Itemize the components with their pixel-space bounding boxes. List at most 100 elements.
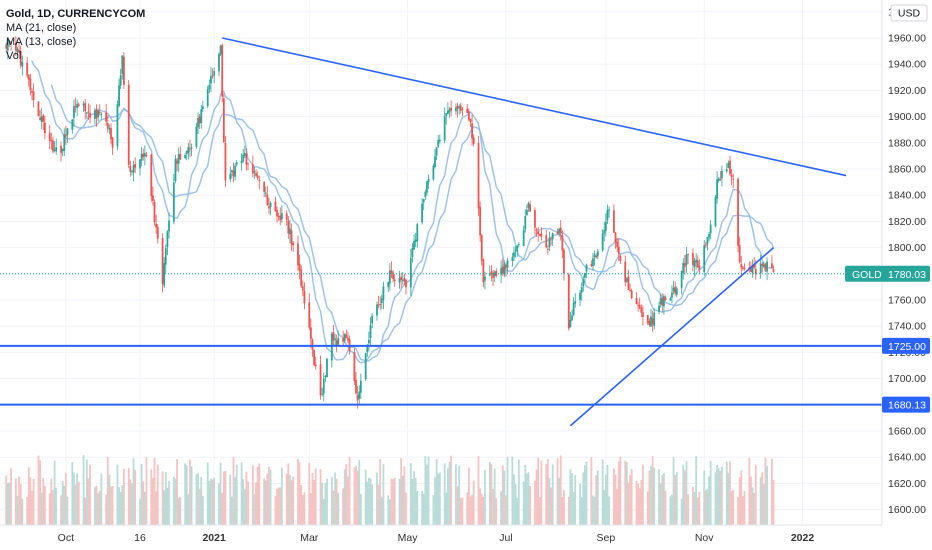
legend-symbol[interactable]: Gold, 1D, CURRENCYCOM — [6, 8, 146, 20]
candle-body — [400, 276, 403, 280]
candle-body — [145, 155, 148, 157]
candle-body — [19, 51, 22, 66]
volume-bar — [5, 475, 8, 525]
volume-bar — [737, 496, 739, 525]
candle-body — [514, 250, 517, 252]
trendline-layer — [222, 37, 847, 427]
volume-bar — [596, 470, 599, 525]
volume-bar — [263, 478, 266, 525]
candle-body — [321, 393, 324, 395]
candle-body — [303, 291, 306, 304]
candle-body — [368, 339, 370, 344]
volume-bar — [567, 496, 570, 525]
candle-body — [63, 134, 66, 151]
volume-bar — [392, 479, 394, 525]
candle-body — [87, 111, 90, 113]
volume-bar — [514, 484, 517, 525]
candle-body — [369, 325, 372, 338]
legend-volume[interactable]: Vol — [6, 50, 22, 62]
volume-bar — [118, 487, 120, 525]
candle-body — [551, 233, 554, 240]
candle-body — [387, 282, 390, 288]
candle-body — [390, 270, 393, 274]
candle-body — [517, 244, 520, 246]
candle-body — [116, 104, 119, 147]
volume-bar — [661, 474, 664, 525]
chart-legend: Gold, 1D, CURRENCYCOM MA (21, close) MA … — [6, 7, 145, 63]
volume-bar — [606, 464, 609, 525]
volume-bar — [601, 459, 604, 525]
candle-body — [61, 149, 64, 152]
volume-bar — [185, 465, 188, 525]
volume-bar — [93, 486, 96, 525]
candle-body — [580, 287, 583, 293]
volume-bar — [26, 496, 29, 525]
candle-body — [606, 209, 609, 221]
volume-bar — [427, 456, 430, 525]
candle-body — [729, 160, 731, 175]
candle-body — [382, 286, 385, 301]
volume-bar — [558, 477, 561, 525]
candle-body — [289, 228, 291, 235]
volume-bar — [490, 464, 493, 525]
volume-bar — [31, 490, 33, 525]
candle-body — [585, 264, 588, 272]
candle-body — [619, 255, 622, 261]
candle-body — [405, 279, 407, 288]
gold-price-tag[interactable]: GOLD 1780.03 — [845, 265, 930, 282]
candle-body — [224, 143, 227, 181]
currency-label[interactable]: USD — [898, 8, 921, 20]
volume-bar — [14, 478, 17, 525]
candle-body — [695, 259, 698, 263]
volume-bar — [277, 487, 280, 525]
candle-body — [772, 269, 775, 272]
candle-body — [332, 332, 335, 341]
candle-body — [85, 112, 88, 114]
legend-ma13[interactable]: MA (13, close) — [6, 36, 77, 48]
candle-body — [741, 267, 744, 269]
volume-bar — [571, 473, 573, 525]
candle-body — [550, 238, 552, 240]
volume-bar — [308, 462, 311, 525]
volume-bar — [650, 465, 652, 525]
volume-bar — [224, 470, 227, 525]
legend-ma21[interactable]: MA (21, close) — [6, 22, 77, 34]
candle-body — [42, 115, 45, 122]
candle-body — [221, 45, 224, 97]
volume-bar — [76, 473, 79, 525]
candle-body — [683, 263, 686, 267]
volume-bar — [538, 497, 541, 525]
candle-body — [279, 215, 282, 221]
volume-bar — [393, 477, 396, 525]
volume-bar — [108, 474, 111, 525]
volume-bar — [235, 464, 238, 525]
candle-body — [559, 227, 562, 234]
candle-body — [592, 258, 594, 267]
candle-body — [762, 264, 765, 268]
candle-body — [253, 171, 256, 173]
candle-body — [764, 263, 767, 271]
volume-bar — [719, 470, 722, 525]
volume-bar — [309, 493, 312, 525]
candle-body — [301, 286, 304, 291]
candle-body — [89, 113, 91, 118]
volume-bar — [635, 480, 638, 525]
volume-bar — [269, 469, 272, 525]
candle-body — [438, 139, 441, 142]
candle-body — [414, 239, 417, 243]
candle-body — [345, 334, 348, 338]
volume-bar — [110, 486, 112, 525]
volume-bar — [55, 487, 58, 525]
volume-bar — [725, 461, 728, 525]
price-tick-label: 1700.00 — [888, 373, 926, 385]
volume-bar — [493, 468, 496, 525]
volume-bar — [251, 465, 254, 525]
time-axis: Oct 16 2021 Mar May Jul Sep Nov 2022 — [0, 524, 882, 544]
volume-bar — [213, 477, 216, 525]
volume-bar — [371, 484, 374, 525]
candle-body — [435, 147, 438, 156]
volume-bar — [164, 471, 167, 525]
candle-body — [314, 364, 317, 367]
